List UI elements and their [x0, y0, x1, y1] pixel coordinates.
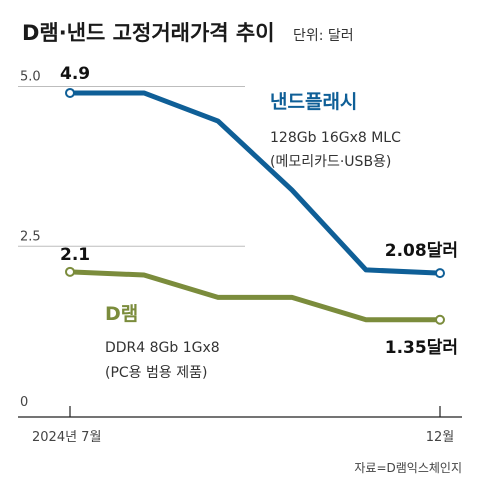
data-point-end [435, 314, 445, 325]
dram-description-line1: DDR4 8Gb 1Gx8 [105, 340, 220, 356]
y-tick-label: 2.5 [20, 229, 41, 244]
chart-title: D램·낸드 고정거래가격 추이 [22, 21, 275, 45]
nand-series-name: 낸드플래시 [270, 91, 357, 113]
dram-description-line2: (PC용 범용 제품) [105, 365, 207, 381]
series-line-dram [67, 269, 443, 323]
data-point-start [65, 266, 75, 277]
dram-start-value: 2.1 [60, 245, 90, 265]
dram-series-name: D램 [105, 303, 138, 325]
x-tick-label: 12월 [426, 430, 455, 445]
y-tick-label: 0 [20, 395, 28, 410]
data-point-start [65, 87, 75, 98]
nand-end-value: 2.08달러 [385, 240, 458, 261]
series-line-nand [67, 90, 443, 276]
dram-end-value: 1.35달러 [385, 337, 458, 358]
series-layer [65, 87, 445, 325]
y-tick-label: 5.0 [20, 70, 41, 85]
grid-layer: 0 2.5 5.0 [18, 70, 245, 410]
x-tick-label: 2024년 7월 [32, 430, 101, 445]
nand-start-value: 4.9 [60, 64, 90, 84]
unit-label: 단위: 달러 [293, 28, 354, 44]
source-note: 자료=D램익스체인지 [354, 461, 462, 475]
label-layer: 4.9 2.08달러 낸드플래시 128Gb 16Gx8 MLC (메모리카드·USB용… [60, 64, 458, 381]
nand-description-line2: (메모리카드·USB용) [270, 154, 391, 170]
nand-description-line1: 128Gb 16Gx8 MLC [270, 130, 401, 146]
axis-layer: 2024년 7월 12월 [18, 406, 462, 445]
data-point-end [435, 268, 445, 279]
